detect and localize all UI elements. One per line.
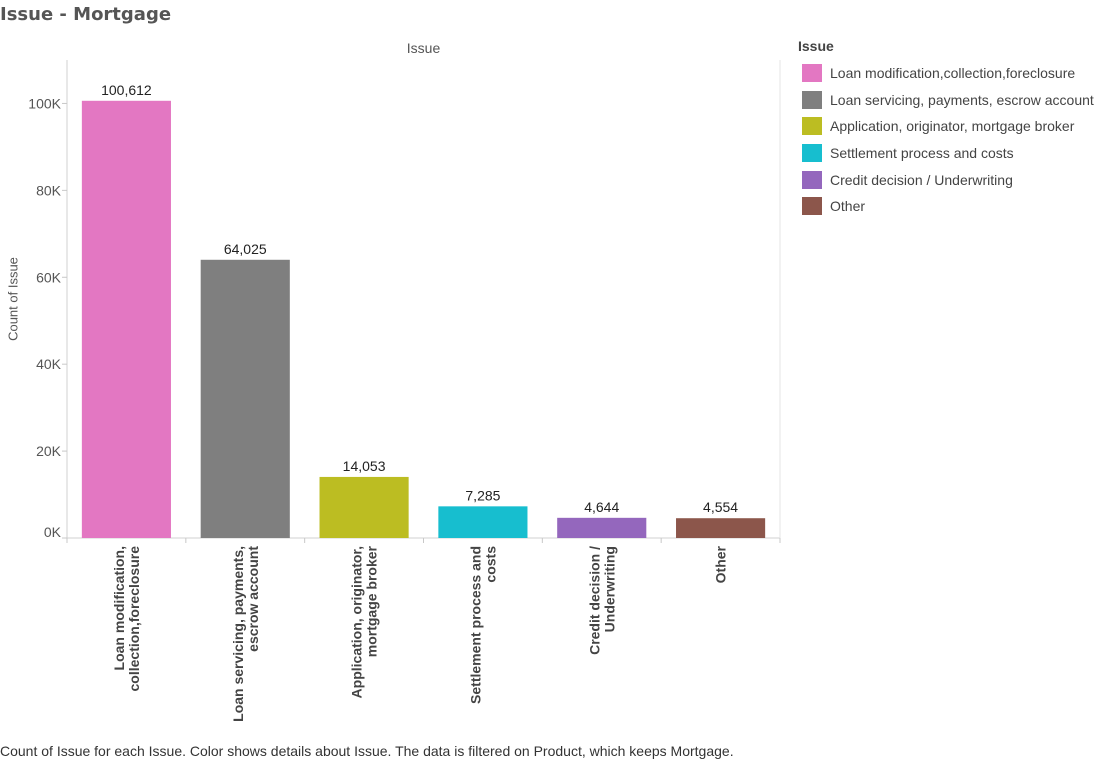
bar xyxy=(557,517,647,538)
bar xyxy=(200,259,290,538)
bar xyxy=(676,518,766,538)
data-label: 4,554 xyxy=(703,499,738,515)
x-category-label: Settlement process andcosts xyxy=(467,546,498,704)
x-category-label: Application, originator,mortgage broker xyxy=(349,545,380,698)
y-tick-label: 40K xyxy=(36,356,62,372)
bar xyxy=(319,476,409,538)
y-tick-label: 0K xyxy=(44,524,62,540)
bar xyxy=(438,506,528,538)
data-label: 7,285 xyxy=(465,487,500,503)
legend-label: Settlement process and costs xyxy=(830,145,1014,162)
x-category-label: Credit decision /Underwriting xyxy=(586,546,617,655)
legend-item[interactable]: Application, originator, mortgage broker xyxy=(798,113,1108,140)
y-tick-label: 20K xyxy=(36,443,62,459)
legend-swatch xyxy=(802,64,822,83)
y-tick-label: 60K xyxy=(36,269,62,285)
x-category-label: Other xyxy=(713,545,729,583)
data-label: 14,053 xyxy=(343,458,386,474)
legend-label: Other xyxy=(830,198,866,215)
data-label: 4,644 xyxy=(584,499,619,515)
y-tick-label: 100K xyxy=(28,95,61,111)
legend-swatch xyxy=(802,197,822,216)
bar-chart: 0K 20K 40K 60K 80K 100K 100,612 Loan modificati… xyxy=(28,60,781,722)
page-title: Issue - Mortgage xyxy=(0,4,172,25)
legend-label: Loan servicing, payments, escrow account xyxy=(830,91,1094,108)
bar xyxy=(81,100,171,538)
x-category-label: Loan modification,collection,foreclosure xyxy=(111,546,142,692)
legend-label: Credit decision / Underwriting xyxy=(830,171,1013,188)
legend-label: Loan modification,collection,foreclosure xyxy=(830,65,1076,82)
legend-item[interactable]: Settlement process and costs xyxy=(798,140,1108,167)
legend-item[interactable]: Other xyxy=(798,193,1108,220)
data-label: 100,612 xyxy=(101,82,152,98)
legend-title: Issue xyxy=(798,38,834,54)
legend-item[interactable]: Loan servicing, payments, escrow account xyxy=(798,87,1108,114)
legend-item[interactable]: Credit decision / Underwriting xyxy=(798,166,1108,193)
x-category-label: Loan servicing, payments,escrow account xyxy=(230,546,261,722)
legend-label: Application, originator, mortgage broker xyxy=(830,118,1075,135)
column-header-label: Issue xyxy=(406,40,441,56)
data-label: 64,025 xyxy=(224,241,267,257)
legend-swatch xyxy=(802,170,822,189)
legend-swatch xyxy=(802,90,822,109)
legend-swatch xyxy=(802,117,822,136)
y-tick-label: 80K xyxy=(36,182,62,198)
chart-caption: Count of Issue for each Issue. Color sho… xyxy=(0,743,734,759)
legend: Issue Loan modification,collection,forec… xyxy=(798,38,1108,220)
legend-swatch xyxy=(802,144,822,163)
legend-item[interactable]: Loan modification,collection,foreclosure xyxy=(798,60,1108,87)
